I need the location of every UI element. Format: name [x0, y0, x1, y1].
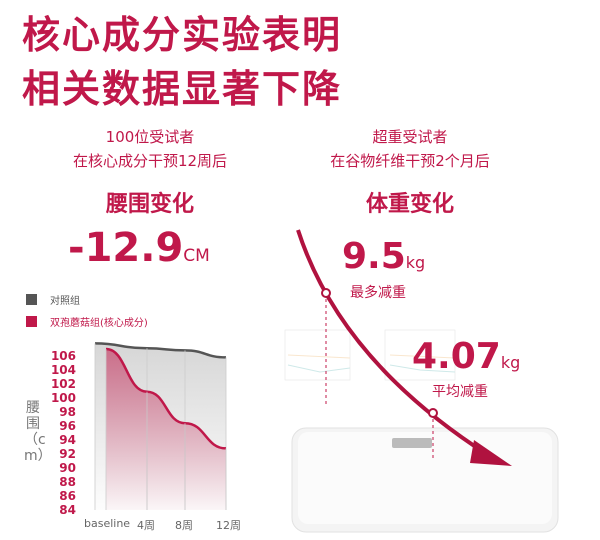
title-line-2: 相关数据显著下降	[22, 67, 343, 111]
y-tick-label: 94	[59, 433, 76, 447]
line-control	[94, 342, 227, 359]
right-subject: 超重受试者	[372, 128, 448, 146]
avg-loss-label: 平均减重	[432, 384, 488, 400]
y-tick-label: 92	[59, 447, 76, 461]
weight-curve-arrow	[296, 229, 490, 457]
max-loss-label: 最多减重	[350, 285, 406, 301]
left-heading: 腰围变化	[105, 192, 194, 217]
y-tick-label: 96	[59, 419, 76, 433]
y-tick-label: 104	[50, 363, 76, 377]
waist-unit: CM	[183, 246, 210, 266]
arrow-head-icon	[470, 440, 512, 466]
right-heading: 体重变化	[365, 192, 454, 217]
scale-display	[392, 438, 432, 448]
x-tick-label: baseline	[84, 517, 131, 530]
line-treatment	[105, 347, 227, 450]
x-tick-label: 8周	[175, 519, 193, 532]
left-subject: 100位受试者	[105, 128, 195, 146]
avg-value: 4.07	[412, 336, 501, 377]
y-tick-label: 84	[59, 503, 76, 517]
legend-label-treatment: 双孢蘑菇组(核心成分)	[50, 318, 148, 329]
y-tick-label: 90	[59, 461, 76, 475]
y-tick-label: 102	[50, 377, 76, 391]
x-tick-label: 12周	[216, 519, 241, 532]
faded-background-charts	[284, 329, 456, 381]
y-tick-label: 98	[59, 405, 76, 419]
title-line-1: 核心成分实验表明	[22, 13, 343, 57]
right-condition: 在谷物纤维干预2个月后	[330, 152, 490, 170]
y-tick-label: 100	[50, 391, 76, 405]
y-tick-label: 88	[59, 475, 76, 489]
waist-change-value: -12.9CM	[68, 225, 210, 271]
avg-point	[428, 408, 438, 418]
waist-value: -12.9	[68, 225, 184, 271]
y-tick-label: 106	[50, 349, 76, 363]
avg-loss-value: 4.07kg	[412, 336, 520, 377]
avg-unit: kg	[500, 353, 521, 372]
max-point	[321, 288, 331, 298]
area-treatment	[106, 349, 226, 510]
max-value: 9.5	[342, 236, 406, 277]
legend-swatch-treatment	[26, 316, 37, 327]
max-loss-value: 9.5kg	[342, 236, 425, 277]
x-tick-label: 4周	[137, 519, 155, 532]
y-tick-label: 86	[59, 489, 76, 503]
max-unit: kg	[405, 253, 426, 272]
legend-label-control: 对照组	[50, 296, 80, 307]
left-condition: 在核心成分干预12周后	[72, 152, 228, 170]
legend-swatch-control	[26, 294, 37, 305]
